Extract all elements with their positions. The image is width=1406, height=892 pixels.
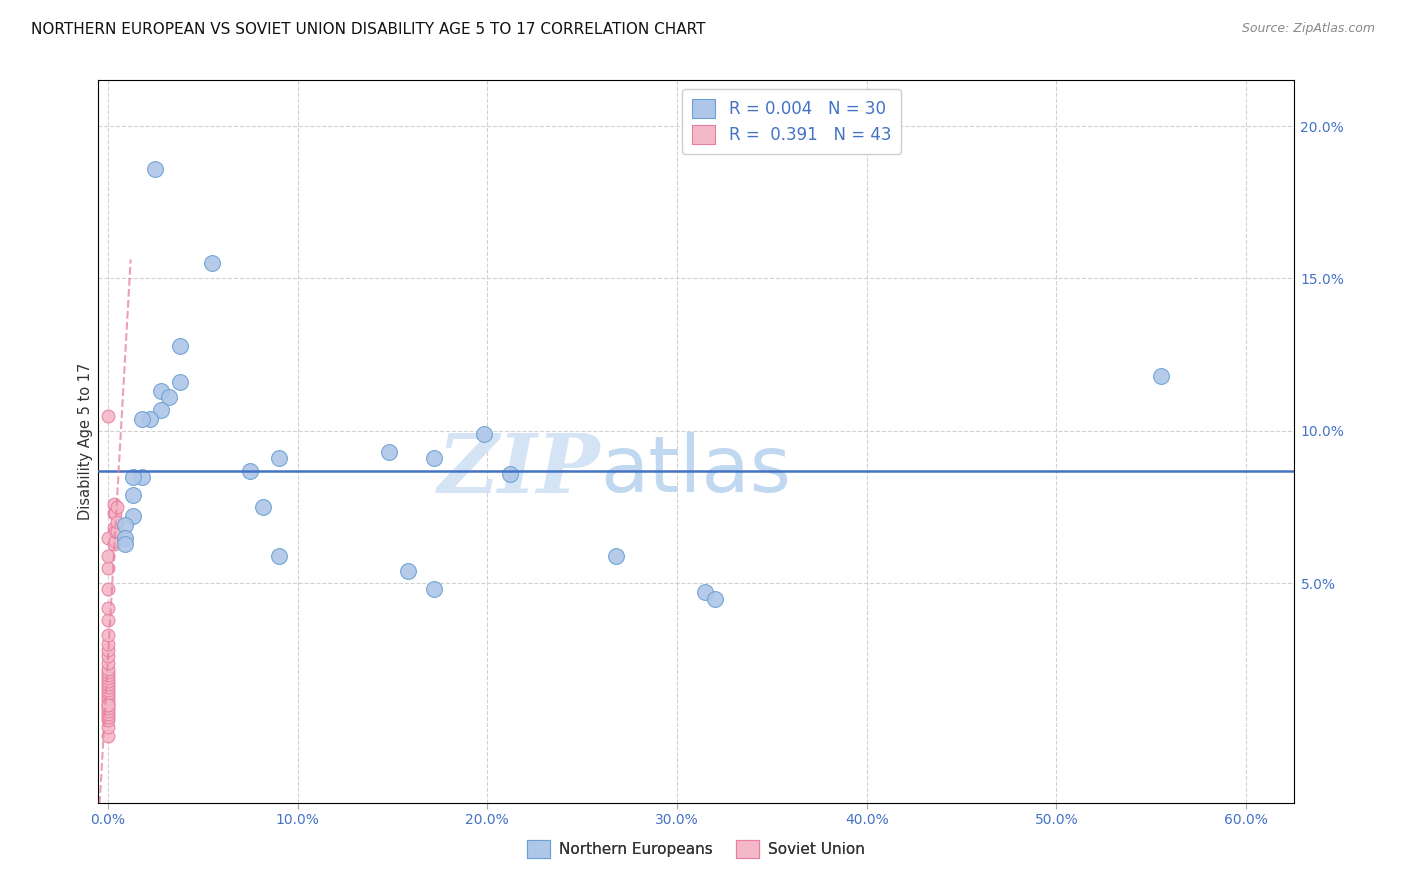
Point (97, 698, 120, 713)
Point (267, 549, 290, 563)
Point (169, 375, 191, 389)
Point (97, 628, 120, 642)
Point (267, 451, 290, 466)
Point (97, 680, 120, 694)
Point (252, 500, 274, 514)
Point (138, 411, 160, 425)
Point (97, 689, 120, 703)
Point (97, 707, 120, 722)
Point (97, 677, 120, 691)
Point (97, 409, 120, 423)
Point (239, 463, 262, 477)
Point (97, 695, 120, 709)
Point (104, 524, 127, 539)
Point (605, 549, 627, 563)
Point (499, 467, 522, 481)
Point (97, 698, 120, 713)
Point (97, 643, 120, 657)
Point (97, 665, 120, 679)
Point (97, 600, 120, 615)
Text: NORTHERN EUROPEAN VS SOVIET UNION DISABILITY AGE 5 TO 17 CORRELATION CHART: NORTHERN EUROPEAN VS SOVIET UNION DISABI… (31, 22, 706, 37)
Point (201, 256, 224, 270)
Point (377, 445, 399, 459)
Point (423, 582, 446, 597)
Point (97, 667, 120, 681)
Point (114, 536, 136, 550)
Point (105, 500, 128, 514)
Point (114, 531, 136, 545)
Point (97, 582, 120, 597)
Point (114, 518, 136, 533)
Point (150, 402, 173, 417)
Point (97, 686, 120, 700)
Point (97, 704, 120, 718)
Point (97, 637, 120, 651)
Point (97, 714, 120, 728)
Point (423, 451, 446, 466)
Point (104, 533, 127, 548)
Point (703, 591, 725, 606)
Point (104, 506, 127, 520)
Point (105, 524, 128, 539)
Point (103, 506, 125, 520)
Y-axis label: Disability Age 5 to 17: Disability Age 5 to 17 (77, 363, 93, 520)
Point (121, 509, 143, 524)
Point (97, 673, 120, 688)
Text: Source: ZipAtlas.com: Source: ZipAtlas.com (1241, 22, 1375, 36)
Point (131, 469, 153, 483)
Point (97, 701, 120, 715)
Point (97, 671, 120, 685)
Point (97, 561, 120, 575)
Point (97, 549, 120, 563)
Point (121, 488, 143, 502)
Point (1150, 369, 1173, 384)
Point (105, 516, 128, 530)
Point (150, 384, 173, 399)
Point (169, 338, 191, 352)
Point (97, 720, 120, 734)
Point (97, 692, 120, 706)
Point (103, 497, 125, 511)
Point (97, 710, 120, 724)
Text: atlas: atlas (600, 433, 792, 508)
Point (97, 662, 120, 676)
Point (103, 536, 125, 550)
Point (97, 729, 120, 743)
Text: ZIP: ZIP (437, 431, 600, 510)
Point (97, 656, 120, 670)
Point (97, 649, 120, 664)
Point (97, 531, 120, 545)
Point (695, 585, 717, 599)
Point (472, 426, 495, 441)
Point (131, 411, 153, 425)
Point (103, 521, 125, 535)
Point (143, 161, 166, 176)
Point (396, 564, 419, 578)
Point (157, 390, 180, 404)
Point (97, 613, 120, 627)
Point (97, 683, 120, 698)
Legend: Northern Europeans, Soviet Union: Northern Europeans, Soviet Union (522, 834, 870, 863)
Point (121, 469, 143, 483)
